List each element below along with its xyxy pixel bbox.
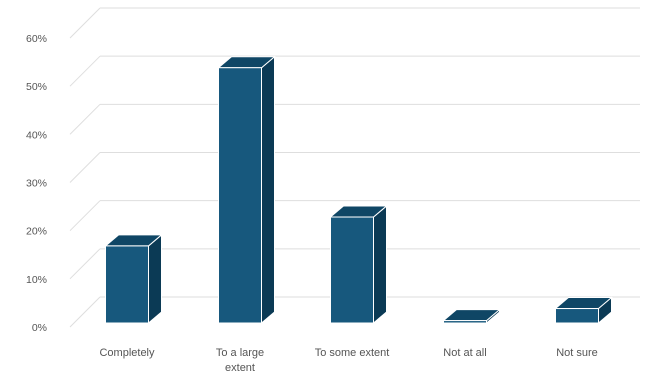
grid-line-diagonal bbox=[69, 7, 101, 39]
bar bbox=[104, 233, 163, 325]
grid-line-diagonal bbox=[69, 103, 101, 135]
bar bbox=[329, 204, 388, 325]
grid-line-diagonal bbox=[69, 55, 101, 87]
grid-line-diagonal bbox=[69, 200, 101, 232]
bar bbox=[217, 55, 276, 325]
x-category-label: To some extent bbox=[315, 347, 390, 359]
y-tick-label: 50% bbox=[26, 81, 47, 93]
x-category-label: Not sure bbox=[556, 347, 598, 359]
bar-side-face bbox=[148, 233, 162, 325]
grid-line-diagonal bbox=[69, 296, 101, 328]
bar-front-face bbox=[555, 308, 599, 324]
bar bbox=[442, 308, 501, 325]
x-category-label: Completely bbox=[99, 347, 155, 359]
bar-front-face bbox=[330, 216, 374, 324]
bar-side-face bbox=[261, 55, 275, 325]
bar-front-face bbox=[218, 67, 262, 324]
bar bbox=[554, 296, 613, 325]
y-tick-label: 30% bbox=[26, 178, 47, 190]
y-axis-ticks: 0% 10% 20% 30% 40% 50% 60% bbox=[26, 33, 47, 334]
y-tick-label: 10% bbox=[26, 274, 47, 286]
y-tick-label: 60% bbox=[26, 33, 47, 45]
bar-side-face bbox=[373, 204, 387, 325]
bars bbox=[104, 55, 613, 325]
x-axis-categories: Completely To a large extent To some extent… bbox=[99, 347, 597, 374]
bar-front-face bbox=[443, 320, 487, 324]
grid-line-diagonal bbox=[69, 152, 101, 183]
grid-lines bbox=[69, 7, 640, 328]
bar-front-face bbox=[105, 245, 149, 324]
y-tick-label: 40% bbox=[26, 129, 47, 141]
x-category-label: Not at all bbox=[443, 347, 486, 359]
grid-line-diagonal bbox=[69, 248, 101, 280]
y-tick-label: 0% bbox=[32, 322, 47, 334]
y-tick-label: 20% bbox=[26, 226, 47, 238]
x-category-label: To a large extent bbox=[216, 347, 264, 374]
